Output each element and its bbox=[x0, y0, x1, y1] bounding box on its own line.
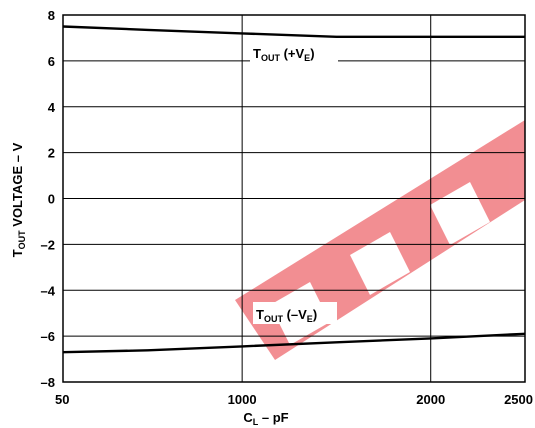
x-tick-label: 1000 bbox=[228, 392, 257, 407]
y-tick-label: –2 bbox=[41, 237, 55, 252]
y-tick-label: 0 bbox=[48, 192, 55, 207]
plot-frame bbox=[62, 14, 526, 383]
series-label-negative: TOUT (–VE) bbox=[253, 302, 337, 324]
x-tick-label: 2000 bbox=[416, 392, 445, 407]
y-tick-label: 6 bbox=[48, 54, 55, 69]
x-tick-label: 50 bbox=[55, 392, 69, 407]
y-tick-label: 4 bbox=[48, 100, 56, 115]
y-axis-title: TOUT VOLTAGE – V bbox=[10, 142, 27, 257]
x-tick-label: 2500 bbox=[504, 392, 533, 407]
svg-text:TOUT (–VE): TOUT (–VE) bbox=[256, 307, 317, 324]
x-axis-title: CL – pF bbox=[243, 410, 288, 427]
y-tick-labels: 8 6 4 2 0 –2 –4 –6 –8 bbox=[41, 8, 56, 390]
y-tick-label: 8 bbox=[48, 8, 55, 23]
series-line-positive bbox=[62, 25, 525, 38]
x-tick-labels: 50 1000 2000 2500 bbox=[55, 392, 533, 407]
series-line-negative bbox=[62, 332, 526, 354]
y-tick-label: –6 bbox=[41, 329, 55, 344]
y-tick-label: –4 bbox=[41, 283, 56, 298]
svg-text:TOUT (+VE): TOUT (+VE) bbox=[253, 46, 315, 63]
y-tick-label: –8 bbox=[41, 375, 55, 390]
series-label-positive: TOUT (+VE) bbox=[250, 42, 338, 64]
series-lines bbox=[62, 25, 526, 354]
y-tick-label: 2 bbox=[48, 146, 55, 161]
